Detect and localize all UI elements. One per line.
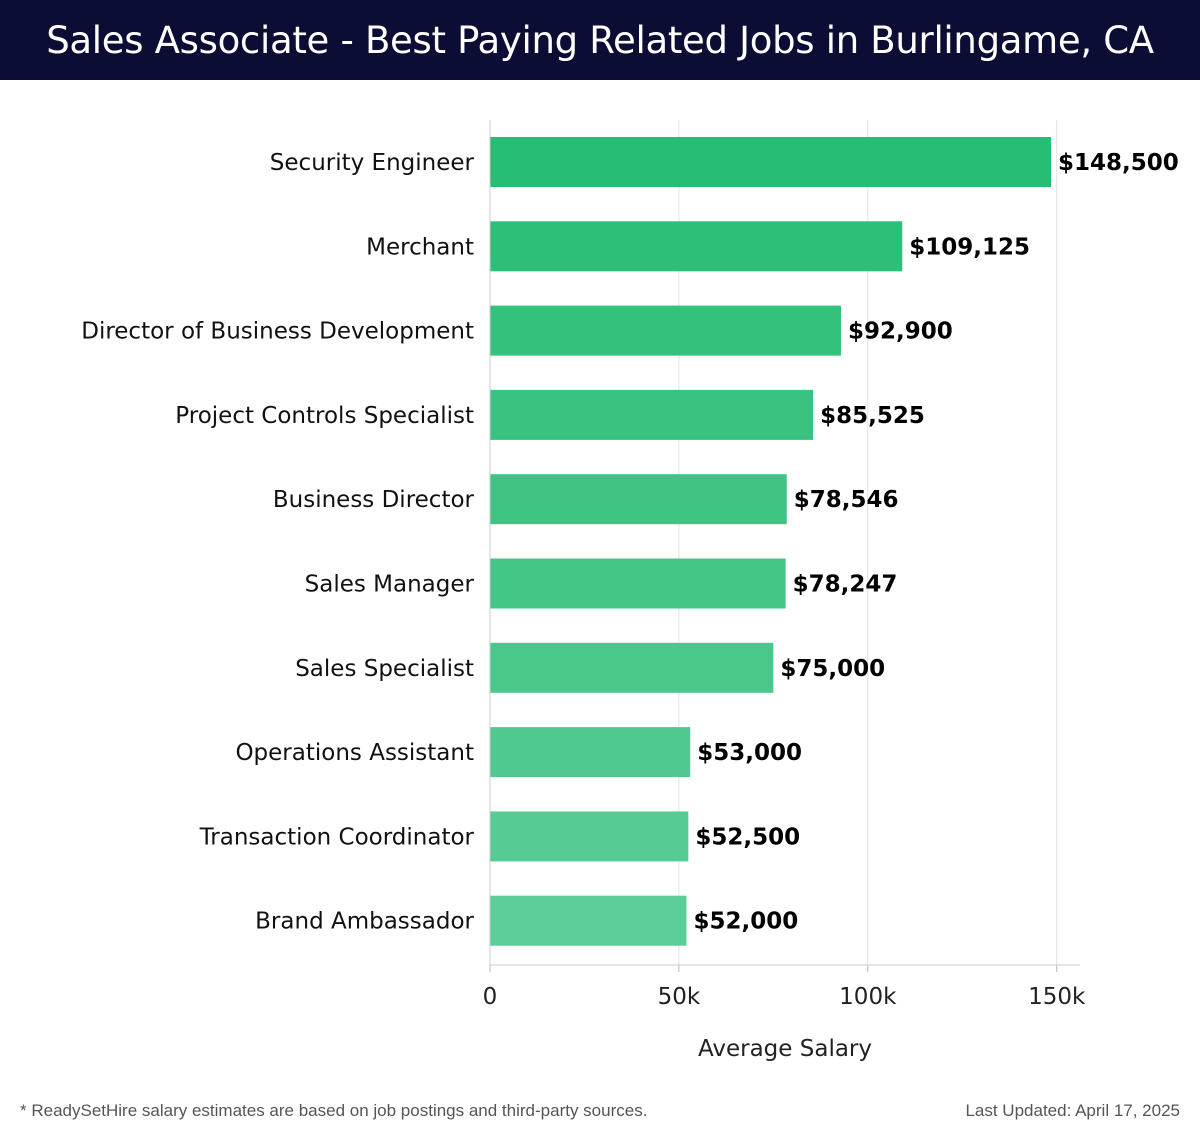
category-label: Transaction Coordinator bbox=[199, 824, 475, 850]
category-label: Sales Specialist bbox=[295, 656, 474, 682]
category-label: Security Engineer bbox=[270, 150, 475, 176]
category-label: Brand Ambassador bbox=[255, 909, 474, 935]
x-tick-label: 50k bbox=[658, 984, 701, 1010]
bar[interactable] bbox=[490, 895, 687, 946]
last-updated: Last Updated: April 17, 2025 bbox=[965, 1101, 1180, 1120]
bars: Security Engineer $148,500 Merchant $109,12… bbox=[81, 137, 1179, 946]
bar[interactable] bbox=[490, 558, 786, 609]
x-tick-label: 0 bbox=[483, 984, 498, 1010]
category-label: Merchant bbox=[366, 234, 474, 260]
bar[interactable] bbox=[490, 305, 841, 356]
x-axis: 0 50k 100k 150k bbox=[483, 120, 1086, 1010]
header-bar: Sales Associate - Best Paying Related Jo… bbox=[0, 0, 1200, 80]
bar[interactable] bbox=[490, 137, 1052, 187]
salary-bar-chart: Security Engineer $148,500 Merchant $109,12… bbox=[81, 120, 1179, 1062]
value-label: $148,500 bbox=[1058, 150, 1179, 176]
category-label: Business Director bbox=[273, 487, 475, 513]
x-tick-label: 150k bbox=[1028, 984, 1086, 1010]
category-label: Operations Assistant bbox=[235, 740, 474, 766]
value-label: $53,000 bbox=[697, 740, 802, 766]
bar[interactable] bbox=[490, 389, 814, 440]
value-label: $78,247 bbox=[793, 572, 898, 598]
value-label: $109,125 bbox=[909, 234, 1030, 260]
bar[interactable] bbox=[490, 221, 903, 272]
x-axis-title: Average Salary bbox=[698, 1036, 872, 1062]
value-label: $52,500 bbox=[695, 824, 800, 850]
value-label: $85,525 bbox=[820, 403, 925, 429]
value-label: $92,900 bbox=[848, 319, 953, 345]
x-tick-label: 100k bbox=[839, 984, 897, 1010]
value-label: $75,000 bbox=[780, 656, 885, 682]
bar[interactable] bbox=[490, 642, 774, 693]
value-label: $78,546 bbox=[794, 487, 899, 513]
category-label: Director of Business Development bbox=[81, 319, 474, 345]
footer-disclaimer: * ReadySetHire salary estimates are base… bbox=[20, 1101, 648, 1120]
bar[interactable] bbox=[490, 727, 691, 778]
value-label: $52,000 bbox=[693, 909, 798, 935]
page-title: Sales Associate - Best Paying Related Jo… bbox=[46, 18, 1154, 62]
bar[interactable] bbox=[490, 811, 689, 862]
bar[interactable] bbox=[490, 474, 787, 525]
category-label: Sales Manager bbox=[305, 572, 475, 598]
category-label: Project Controls Specialist bbox=[175, 403, 474, 429]
